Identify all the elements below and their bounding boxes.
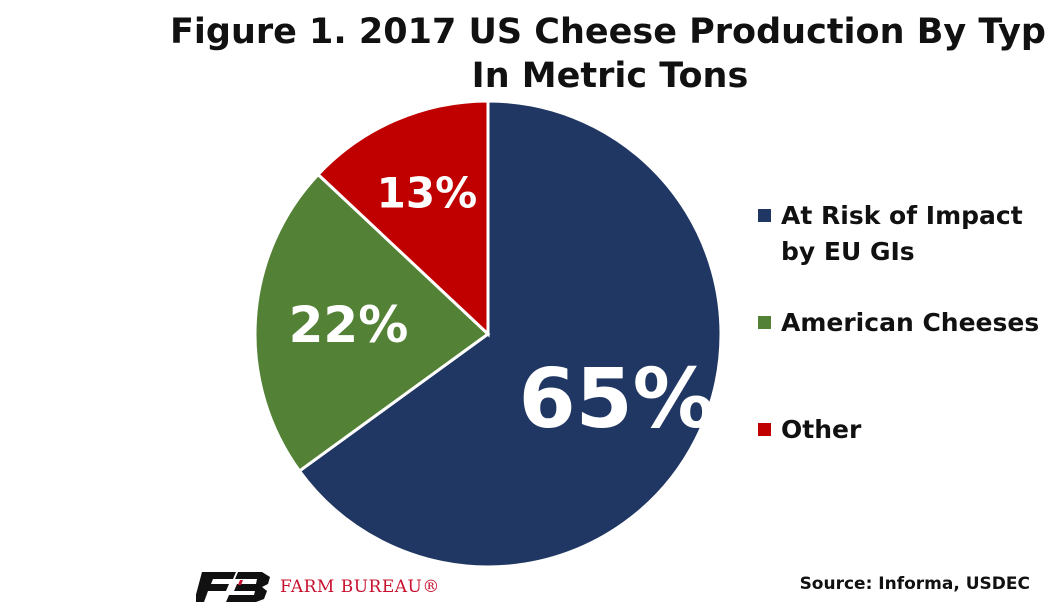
pie-slice-at-risk xyxy=(297,99,723,569)
pie-labels: 65% 22% 13% xyxy=(289,168,715,447)
pie-slices xyxy=(253,99,723,569)
chart-title-line-1: Figure 1. 2017 US Cheese Production By T… xyxy=(170,12,1046,52)
chart-title: Figure 1. 2017 US Cheese Production By T… xyxy=(170,10,1046,98)
legend-item-other: Other xyxy=(758,412,1041,448)
pie-label-at-risk: 65% xyxy=(519,352,715,447)
farm-bureau-logo-icon xyxy=(196,572,270,602)
pie-slice-american xyxy=(253,172,491,474)
farm-bureau-logo: FARM BUREAU® xyxy=(196,572,440,602)
chart-title-line-2: In Metric Tons xyxy=(471,56,749,96)
pie-slice-other xyxy=(316,99,490,338)
legend-item-at-risk: At Risk of Impact by EU GIs xyxy=(758,198,1041,270)
legend-label-american: American Cheeses xyxy=(781,308,1040,337)
pie-label-other: 13% xyxy=(377,168,478,217)
farm-bureau-logo-text: FARM BUREAU® xyxy=(280,577,440,597)
legend-swatch-at-risk xyxy=(758,209,771,222)
legend-swatch-other xyxy=(758,423,771,436)
legend-item-american: American Cheeses xyxy=(758,305,1041,341)
pie-label-american: 22% xyxy=(289,296,409,354)
source-note: Source: Informa, USDEC xyxy=(799,574,1030,594)
legend-swatch-american xyxy=(758,316,771,329)
legend-label-at-risk: At Risk of Impact by EU GIs xyxy=(781,201,1023,266)
legend-label-other: Other xyxy=(781,415,862,444)
